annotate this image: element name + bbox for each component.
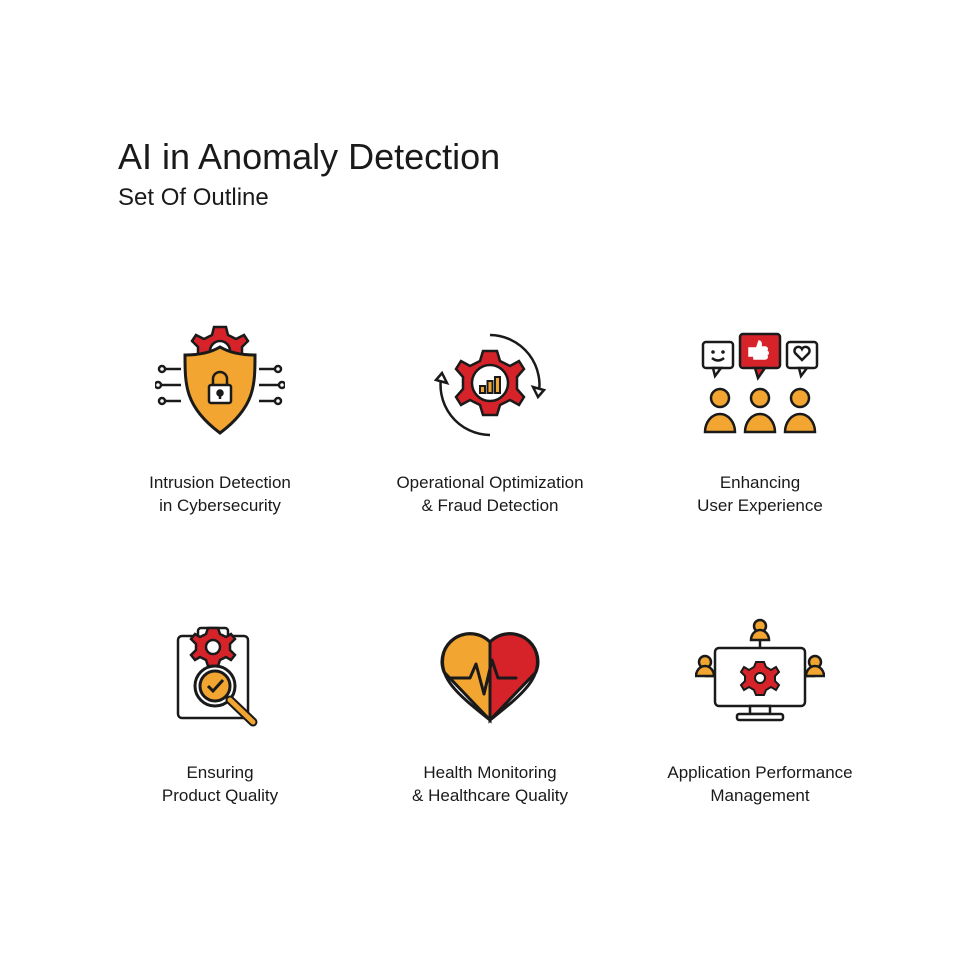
shield-gear-lock-icon	[155, 320, 285, 450]
label-intrusion-detection: Intrusion Detectionin Cybersecurity	[149, 472, 291, 518]
monitor-gear-people-icon	[695, 610, 825, 740]
cell-health-monitoring: Health Monitoring& Healthcare Quality	[370, 610, 610, 870]
people-speech-icon	[695, 320, 825, 450]
label-health-monitoring: Health Monitoring& Healthcare Quality	[412, 762, 568, 808]
cell-app-performance: Application PerformanceManagement	[640, 610, 880, 870]
page-title: AI in Anomaly Detection	[118, 135, 500, 178]
label-product-quality: EnsuringProduct Quality	[162, 762, 278, 808]
header: AI in Anomaly Detection Set Of Outline	[118, 135, 500, 212]
cell-user-experience: EnhancingUser Experience	[640, 320, 880, 580]
cell-operational-optimization: Operational Optimization& Fraud Detectio…	[370, 320, 610, 580]
clipboard-gear-magnifier-icon	[155, 610, 285, 740]
label-operational-optimization: Operational Optimization& Fraud Detectio…	[396, 472, 583, 518]
gear-cycle-bars-icon	[425, 320, 555, 450]
icon-grid: Intrusion Detectionin Cybersecurity	[100, 320, 880, 870]
heart-pulse-icon	[425, 610, 555, 740]
cell-intrusion-detection: Intrusion Detectionin Cybersecurity	[100, 320, 340, 580]
page-subtitle: Set Of Outline	[118, 184, 500, 212]
cell-product-quality: EnsuringProduct Quality	[100, 610, 340, 870]
label-user-experience: EnhancingUser Experience	[697, 472, 823, 518]
label-app-performance: Application PerformanceManagement	[667, 762, 852, 808]
